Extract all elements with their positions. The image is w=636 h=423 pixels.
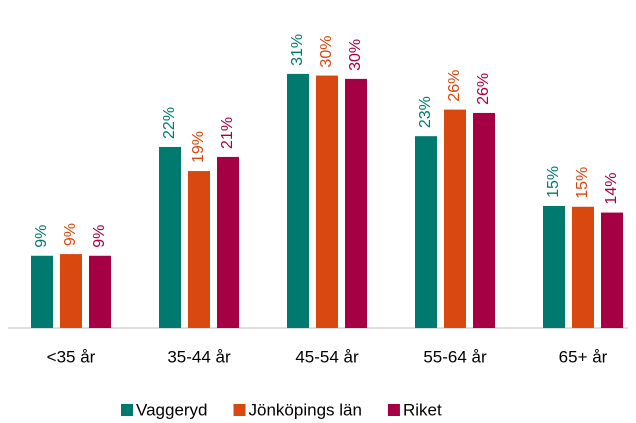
value-label: 14% (603, 173, 620, 205)
legend-swatch (121, 404, 133, 416)
legend-swatch (233, 404, 246, 416)
bar (159, 146, 181, 328)
legend-label: Jönköpings län (249, 400, 362, 419)
value-label: 31% (289, 34, 306, 66)
legend-swatch (387, 404, 400, 416)
bar (601, 212, 623, 328)
bar (60, 254, 82, 328)
value-label: 21% (219, 117, 236, 149)
value-label: 9% (33, 225, 50, 248)
value-label: 26% (475, 73, 492, 105)
value-label: 22% (161, 107, 178, 139)
x-tick-label: <35 år (47, 347, 96, 366)
x-tick-label: 45-54 år (295, 347, 359, 366)
x-tick-label: 65+ år (559, 347, 608, 366)
value-label: 23% (417, 96, 434, 128)
bar (345, 78, 367, 328)
bar (89, 255, 111, 328)
value-label: 26% (446, 70, 463, 102)
legend-label: Riket (403, 400, 442, 419)
x-tick-label: 35-44 år (167, 347, 231, 366)
value-label: 9% (91, 225, 108, 248)
bar (543, 205, 565, 328)
x-tick-label: 55-64 år (423, 347, 487, 366)
bar (415, 136, 437, 328)
bar (188, 171, 210, 328)
value-label: 30% (318, 36, 335, 68)
legend-label: Vaggeryd (136, 400, 208, 419)
value-label: 30% (347, 39, 364, 71)
value-label: 9% (62, 223, 79, 246)
bar (444, 109, 466, 328)
value-label: 15% (545, 166, 562, 198)
bar (217, 156, 239, 328)
bar (316, 75, 338, 328)
bar (287, 73, 309, 328)
bar (572, 206, 594, 328)
value-label: 19% (190, 131, 207, 163)
bar (473, 112, 495, 329)
value-label: 15% (574, 167, 591, 199)
bar (31, 255, 53, 328)
